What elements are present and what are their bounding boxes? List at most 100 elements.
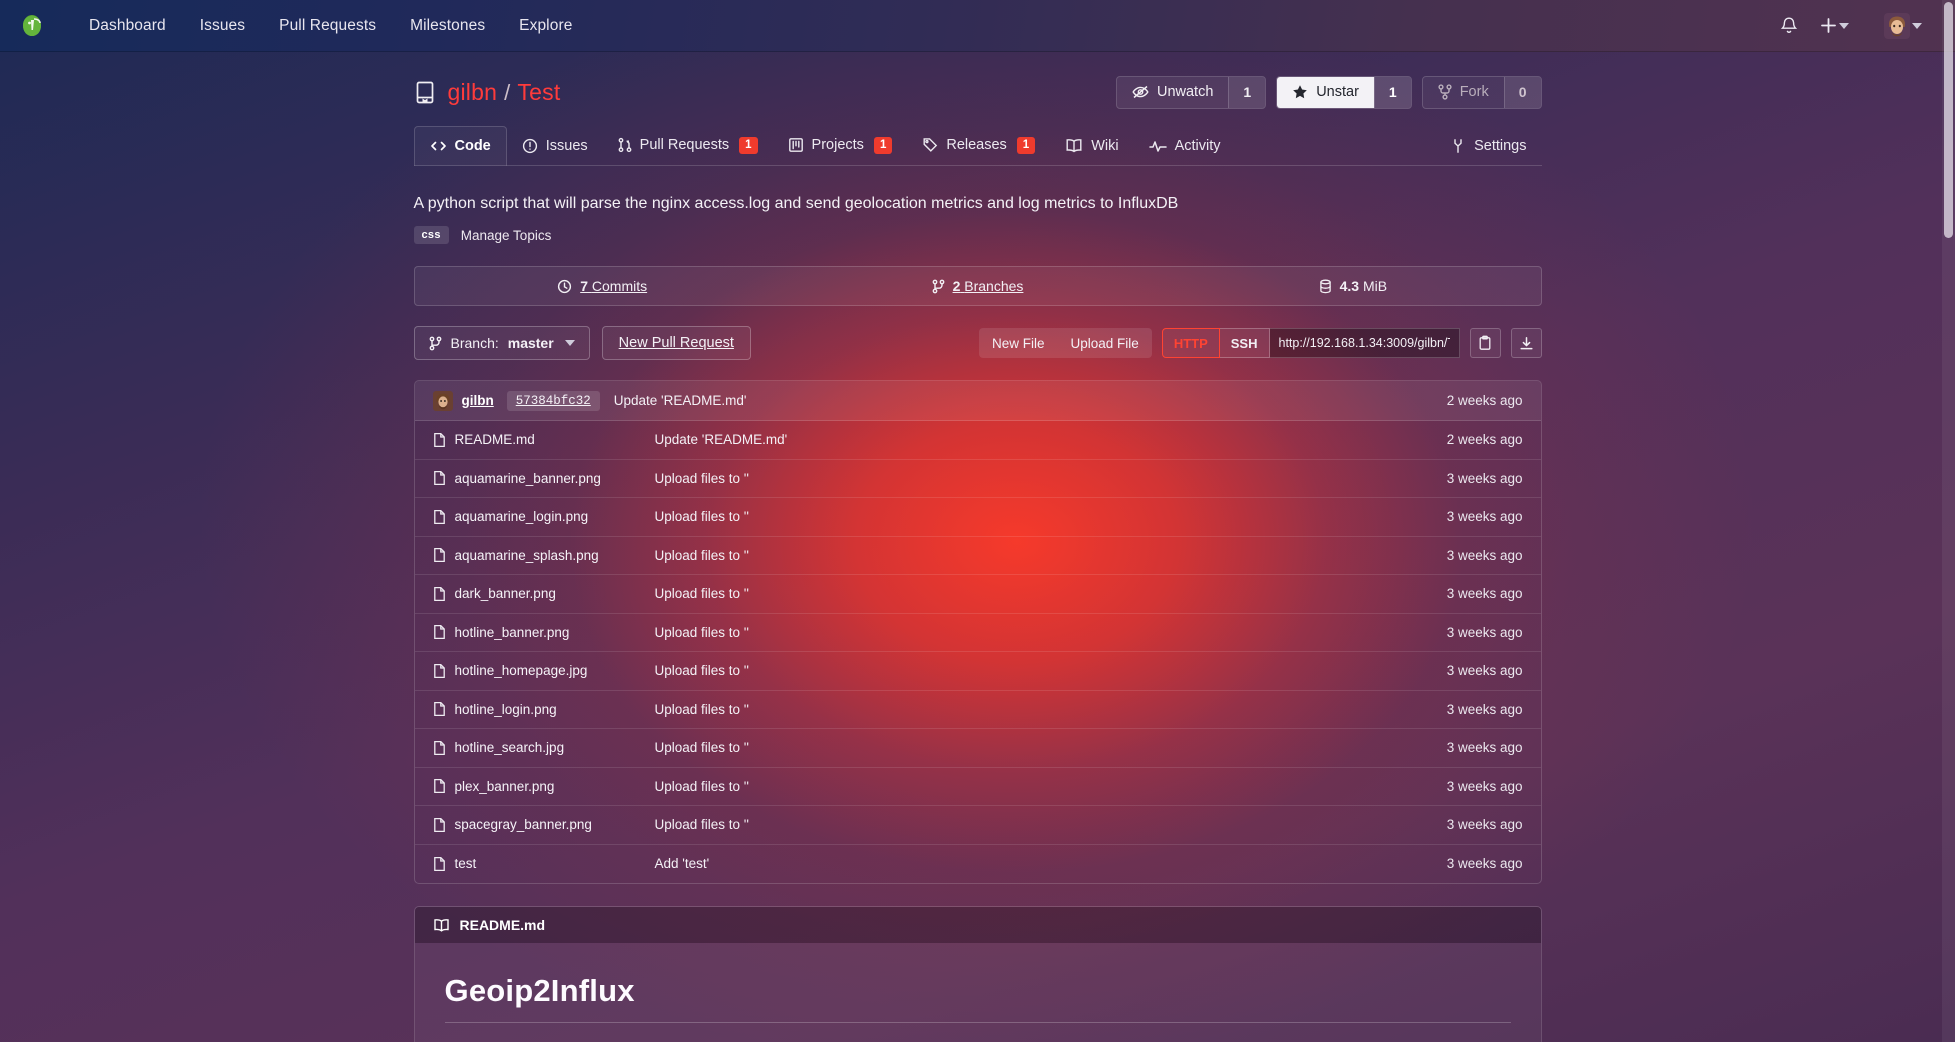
file-commit-message[interactable]: Upload files to '' — [654, 470, 749, 486]
file-name[interactable]: plex_banner.png — [454, 778, 555, 794]
file-commit-message[interactable]: Upload files to '' — [654, 509, 749, 525]
file-commit-message[interactable]: Update 'README.md' — [654, 432, 788, 448]
file-name[interactable]: aquamarine_login.png — [454, 509, 589, 525]
file-name[interactable]: hotline_homepage.jpg — [454, 663, 588, 679]
file-icon — [433, 856, 455, 872]
file-commit-message[interactable]: Upload files to '' — [654, 740, 749, 756]
stat-commits[interactable]: 7 Commits — [415, 267, 790, 305]
file-name[interactable]: aquamarine_banner.png — [454, 470, 601, 486]
file-commit-time: 3 weeks ago — [1446, 778, 1523, 794]
table-row[interactable]: aquamarine_splash.png Upload files to ''… — [414, 537, 1541, 575]
tab-releases-badge: 1 — [1016, 137, 1036, 154]
commit-time: 2 weeks ago — [1446, 393, 1523, 408]
table-row[interactable]: hotline_banner.png Upload files to '' 3 … — [414, 614, 1541, 652]
tab-releases[interactable]: Releases 1 — [907, 126, 1050, 165]
file-icon — [433, 547, 455, 563]
file-commit-message[interactable]: Upload files to '' — [654, 701, 749, 717]
table-row[interactable]: spacegray_banner.png Upload files to '' … — [414, 806, 1541, 845]
nav-link-dashboard[interactable]: Dashboard — [89, 16, 166, 34]
tab-projects-label: Projects — [811, 137, 864, 154]
table-row[interactable]: README.md Update 'README.md' 2 weeks ago — [414, 421, 1541, 460]
page-scrollbar[interactable] — [1942, 0, 1955, 1042]
clone-protocol-http[interactable]: HTTP — [1161, 328, 1220, 358]
commit-message[interactable]: Update 'README.md' — [613, 393, 747, 408]
branch-selector[interactable]: Branch: master — [413, 326, 590, 360]
fork-button[interactable]: Fork 0 — [1421, 75, 1542, 109]
download-icon[interactable] — [1510, 328, 1542, 358]
bell-icon[interactable] — [1771, 10, 1807, 41]
tab-settings[interactable]: Settings — [1435, 127, 1541, 165]
table-row[interactable]: aquamarine_banner.png Upload files to ''… — [414, 460, 1541, 498]
clone-url-input[interactable] — [1269, 328, 1460, 358]
clipboard-icon[interactable] — [1469, 328, 1501, 358]
new-file-button[interactable]: New File — [992, 335, 1045, 351]
tab-code[interactable]: Code — [413, 126, 507, 166]
star-button[interactable]: Unstar 1 — [1276, 75, 1412, 109]
watch-button-main[interactable]: Unwatch — [1116, 76, 1229, 108]
watch-count[interactable]: 1 — [1228, 76, 1266, 108]
repository-icon — [414, 80, 436, 105]
file-icon — [433, 509, 455, 525]
fork-count[interactable]: 0 — [1503, 76, 1541, 108]
file-commit-message[interactable]: Upload files to '' — [654, 663, 749, 679]
tab-activity[interactable]: Activity — [1134, 127, 1236, 165]
watch-button[interactable]: Unwatch 1 — [1115, 75, 1267, 109]
tab-wiki[interactable]: Wiki — [1050, 127, 1133, 165]
star-count[interactable]: 1 — [1373, 76, 1411, 108]
table-row[interactable]: plex_banner.png Upload files to '' 3 wee… — [414, 768, 1541, 806]
stat-commits-label: Commits — [591, 278, 648, 294]
breadcrumb: gilbn / Test — [448, 79, 561, 106]
file-name[interactable]: hotline_search.jpg — [454, 740, 565, 756]
breadcrumb-owner[interactable]: gilbn — [447, 78, 498, 105]
branch-prefix: Branch: — [450, 335, 499, 351]
file-name[interactable]: hotline_login.png — [454, 701, 557, 717]
fork-button-main[interactable]: Fork — [1422, 76, 1504, 108]
file-commit-message[interactable]: Upload files to '' — [654, 547, 749, 563]
nav-link-pull-requests[interactable]: Pull Requests — [279, 16, 377, 34]
branch-icon — [932, 279, 945, 294]
commit-sha[interactable]: 57384bfc32 — [506, 390, 600, 411]
project-icon — [788, 137, 804, 153]
breadcrumb-repo[interactable]: Test — [517, 78, 561, 105]
topic-tag-css[interactable]: css — [413, 226, 449, 244]
star-button-main[interactable]: Unstar — [1277, 76, 1374, 108]
file-name[interactable]: test — [454, 856, 477, 872]
user-avatar[interactable] — [1862, 7, 1931, 45]
table-row[interactable]: hotline_homepage.jpg Upload files to '' … — [414, 652, 1541, 691]
file-name[interactable]: aquamarine_splash.png — [454, 547, 599, 563]
file-commit-message[interactable]: Upload files to '' — [654, 586, 749, 602]
manage-topics-link[interactable]: Manage Topics — [460, 227, 552, 243]
file-name[interactable]: dark_banner.png — [454, 586, 556, 602]
scrollbar-thumb[interactable] — [1944, 2, 1953, 238]
clone-protocol-ssh[interactable]: SSH — [1219, 328, 1270, 358]
file-commit-message[interactable]: Upload files to '' — [654, 624, 749, 640]
table-row[interactable]: aquamarine_login.png Upload files to '' … — [414, 498, 1541, 537]
gitea-logo-icon[interactable] — [18, 11, 48, 41]
table-row[interactable]: dark_banner.png Upload files to '' 3 wee… — [414, 575, 1541, 614]
stat-branches[interactable]: 2 Branches — [790, 267, 1165, 305]
new-pull-request-button[interactable]: New Pull Request — [601, 326, 751, 360]
file-commit-message[interactable]: Upload files to '' — [654, 778, 749, 794]
tab-wiki-label: Wiki — [1091, 137, 1119, 154]
commit-author[interactable]: gilbn — [461, 393, 494, 408]
file-commit-time: 3 weeks ago — [1446, 663, 1523, 679]
table-row[interactable]: test Add 'test' 3 weeks ago — [415, 845, 1541, 884]
tab-issues[interactable]: Issues — [507, 127, 603, 165]
nav-link-milestones[interactable]: Milestones — [410, 16, 486, 34]
tab-pull-requests[interactable]: Pull Requests 1 — [603, 126, 773, 165]
file-name[interactable]: spacegray_banner.png — [454, 817, 592, 833]
tools-icon — [1450, 138, 1466, 154]
tab-activity-label: Activity — [1174, 137, 1221, 154]
table-row[interactable]: hotline_search.jpg Upload files to '' 3 … — [414, 729, 1541, 768]
file-name[interactable]: hotline_banner.png — [454, 624, 570, 640]
tab-projects[interactable]: Projects 1 — [773, 126, 908, 165]
upload-file-button[interactable]: Upload File — [1070, 335, 1139, 351]
file-icon — [433, 624, 455, 640]
table-row[interactable]: hotline_login.png Upload files to '' 3 w… — [414, 691, 1541, 729]
file-name[interactable]: README.md — [454, 432, 535, 448]
nav-link-issues[interactable]: Issues — [199, 16, 246, 34]
file-commit-message[interactable]: Upload files to '' — [654, 817, 749, 833]
nav-link-explore[interactable]: Explore — [519, 16, 573, 34]
plus-icon[interactable] — [1811, 11, 1858, 40]
file-commit-message[interactable]: Add 'test' — [654, 856, 710, 872]
